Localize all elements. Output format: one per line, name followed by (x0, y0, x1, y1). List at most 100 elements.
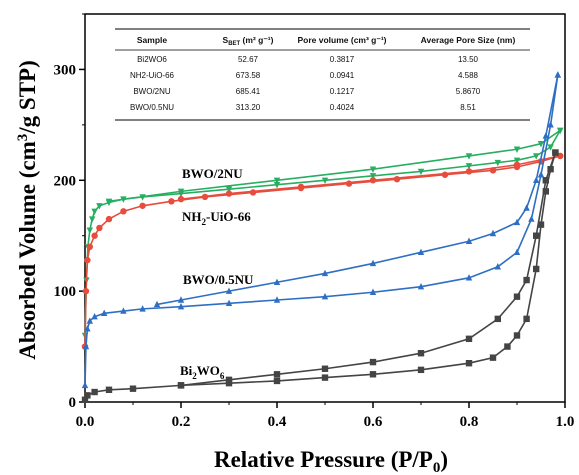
series-bwo-0-5nu-point (120, 307, 127, 314)
table-header-pore-volume: Pore volume (cm³ g⁻¹) (297, 35, 386, 45)
x-tick-label: 0.4 (268, 414, 287, 430)
series-bwo-2nu-point (537, 141, 545, 148)
series-bwo-2nu-point (557, 127, 564, 135)
series-bwo-0-5nu-point (465, 274, 473, 281)
series-bi2wo6-point (465, 335, 473, 343)
series-bwo-0-5nu-point (513, 248, 521, 256)
series-nh2-uio-66-point (465, 168, 473, 175)
series-bwo-0-5nu-point (153, 300, 161, 308)
y-tick-label: 200 (54, 173, 77, 189)
series-nh2-uio-66-point (513, 161, 521, 168)
table-cell: 52.67 (238, 55, 259, 64)
table-cell: BWO/2NU (133, 87, 171, 96)
series-nh2-uio-66-point (86, 243, 94, 250)
x-tick-label: 0.6 (364, 414, 383, 430)
series-bi2wo6-point (321, 374, 329, 381)
series-bi2wo6-point (177, 382, 185, 389)
series-label-bwo2nu: BWO/2NU (182, 166, 243, 181)
series-nh2-uio-66-point (249, 189, 257, 196)
series-bi2wo6-point (494, 315, 501, 323)
table-cell: NH2-UiO-66 (130, 71, 175, 80)
series-bi2wo6-point (537, 221, 545, 228)
series-label-bi2wo6: Bi2WO6 (180, 363, 225, 381)
series-bwo-2nu-point (369, 173, 377, 180)
series-bi2wo6-point (84, 392, 91, 399)
series-nh2-uio-66-point (177, 195, 185, 203)
series-bwo-2nu-adsorption-line (84, 130, 561, 336)
series-bwo-0-5nu-point (81, 381, 89, 389)
series-bi2wo6-point (504, 343, 511, 350)
series-bi2wo6-point (273, 371, 281, 378)
table-cell: BWO/0.5NU (130, 103, 174, 112)
table-header-pore-size: Average Pore Size (nm) (421, 35, 516, 45)
series-nh2-uio-66-point (139, 202, 146, 209)
series-bwo-0-5nu-adsorption-line (84, 74, 559, 386)
series-bwo-0-5nu-point (533, 176, 540, 183)
series-nh2-uio-66-point (345, 180, 353, 187)
series-bi2wo6-point (523, 315, 530, 323)
series-bwo-0-5nu-point (542, 132, 549, 139)
table-cell: 0.0941 (330, 71, 355, 80)
series-bwo-2nu-point (417, 168, 425, 176)
table-cell: 685.41 (236, 87, 261, 96)
series-bwo-0-5nu-point (528, 215, 535, 222)
series-bi2wo6-point (513, 332, 521, 339)
x-tick-label: 0.8 (460, 414, 479, 430)
series-bwo-2nu-point (321, 177, 329, 184)
series-bwo-0-5nu-point (554, 71, 561, 78)
y-tick-label: 100 (54, 284, 77, 300)
x-tick-label: 0.0 (76, 414, 95, 430)
series-bwo-2nu-point (465, 153, 473, 160)
series-bwo-0-5nu-point (321, 269, 329, 277)
series-bwo-2nu-point (533, 153, 540, 160)
series-bwo-0-5nu-point (321, 292, 329, 300)
series-bi2wo6-point (273, 377, 281, 385)
series-nh2-uio-66-point (120, 208, 127, 215)
series-bi2wo6-point (542, 177, 549, 184)
x-axis-title: Relative Pressure (P/P0) (214, 447, 448, 475)
series-nh2-uio-66-point (96, 224, 103, 232)
table-cell: 8.51 (460, 103, 476, 112)
series-bi2wo6-point (465, 360, 473, 367)
series-bi2wo6-point (225, 376, 233, 384)
series-bwo-0-5nu-desorption-line (156, 74, 559, 306)
series-nh2-uio-66-point (441, 171, 449, 178)
series-bwo-2nu-point (225, 186, 233, 193)
series-bwo-0-5nu-point (86, 317, 93, 324)
series-bwo-2nu-point (494, 159, 501, 167)
series-nh2-uio-66-point (369, 177, 377, 184)
series-bwo-2nu-point (91, 208, 98, 216)
series-bwo-2nu-point (105, 198, 113, 206)
series-bi2wo6-point (533, 232, 540, 239)
series-nh2-uio-66-point (225, 190, 233, 197)
series-bwo-0-5nu-point (225, 299, 233, 307)
series-bwo-0-5nu-point (177, 296, 185, 303)
y-axis-title: Absorbed Volume (cm3/g STP) (15, 60, 40, 360)
x-tick-label: 1.0 (556, 414, 575, 430)
series-bi2wo6-adsorption-line (84, 152, 557, 401)
series-nh2-uio-66-point (297, 183, 305, 191)
inset-table: Sample SBET (m² g⁻¹) Pore volume (cm³ g⁻… (115, 28, 530, 121)
series-bi2wo6-point (513, 293, 521, 300)
series-nh2-uio-66-point (393, 175, 401, 183)
series-nh2-uio-66-point (105, 215, 113, 223)
series-bwo-0-5nu-point (84, 325, 91, 332)
series-bwo-0-5nu-point (369, 259, 377, 267)
series-bwo-0-5nu-point (82, 342, 90, 350)
series-bwo-2nu-point (513, 157, 521, 165)
y-tick-label: 0 (69, 395, 77, 411)
series-bwo-0-5nu-point (513, 218, 521, 226)
series-bwo-2nu-desorption-line (108, 129, 561, 203)
series-bwo-0-5nu-point (489, 229, 497, 237)
series-bi2wo6-point (91, 388, 98, 396)
table-cell: 4.588 (458, 71, 479, 80)
series-bwo-0-5nu-point (537, 171, 545, 178)
table-cell: 0.4024 (330, 103, 355, 112)
table-cell: Bi2WO6 (137, 55, 167, 64)
series-bwo-2nu-point (547, 144, 554, 151)
series-bi2wo6-point (369, 358, 377, 366)
series-bi2wo6-point (552, 149, 559, 156)
series-bwo-0-5nu-point (547, 121, 554, 128)
series-bwo-0-5nu-point (494, 263, 501, 270)
